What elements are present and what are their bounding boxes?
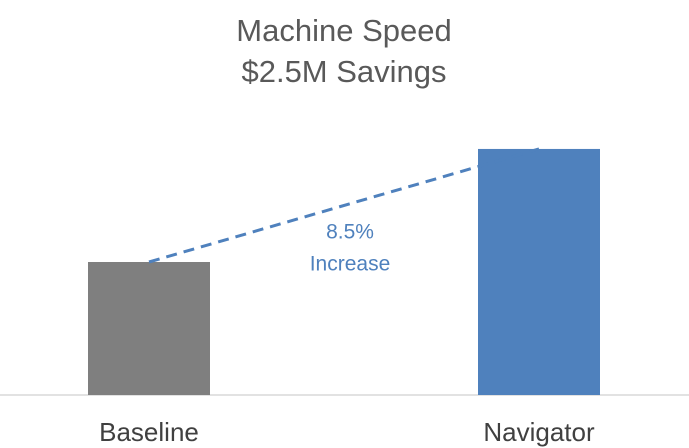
annotation: Increase <box>310 253 391 276</box>
bar <box>88 262 210 395</box>
x-tick-label: Navigator <box>483 417 595 447</box>
chart-title: Machine Speed <box>236 13 451 48</box>
chart-subtitle: $2.5M Savings <box>241 54 446 89</box>
connector <box>148 147 540 264</box>
annotation: 8.5% <box>326 221 374 244</box>
bar <box>478 148 600 395</box>
x-tick-label: Baseline <box>99 417 199 447</box>
